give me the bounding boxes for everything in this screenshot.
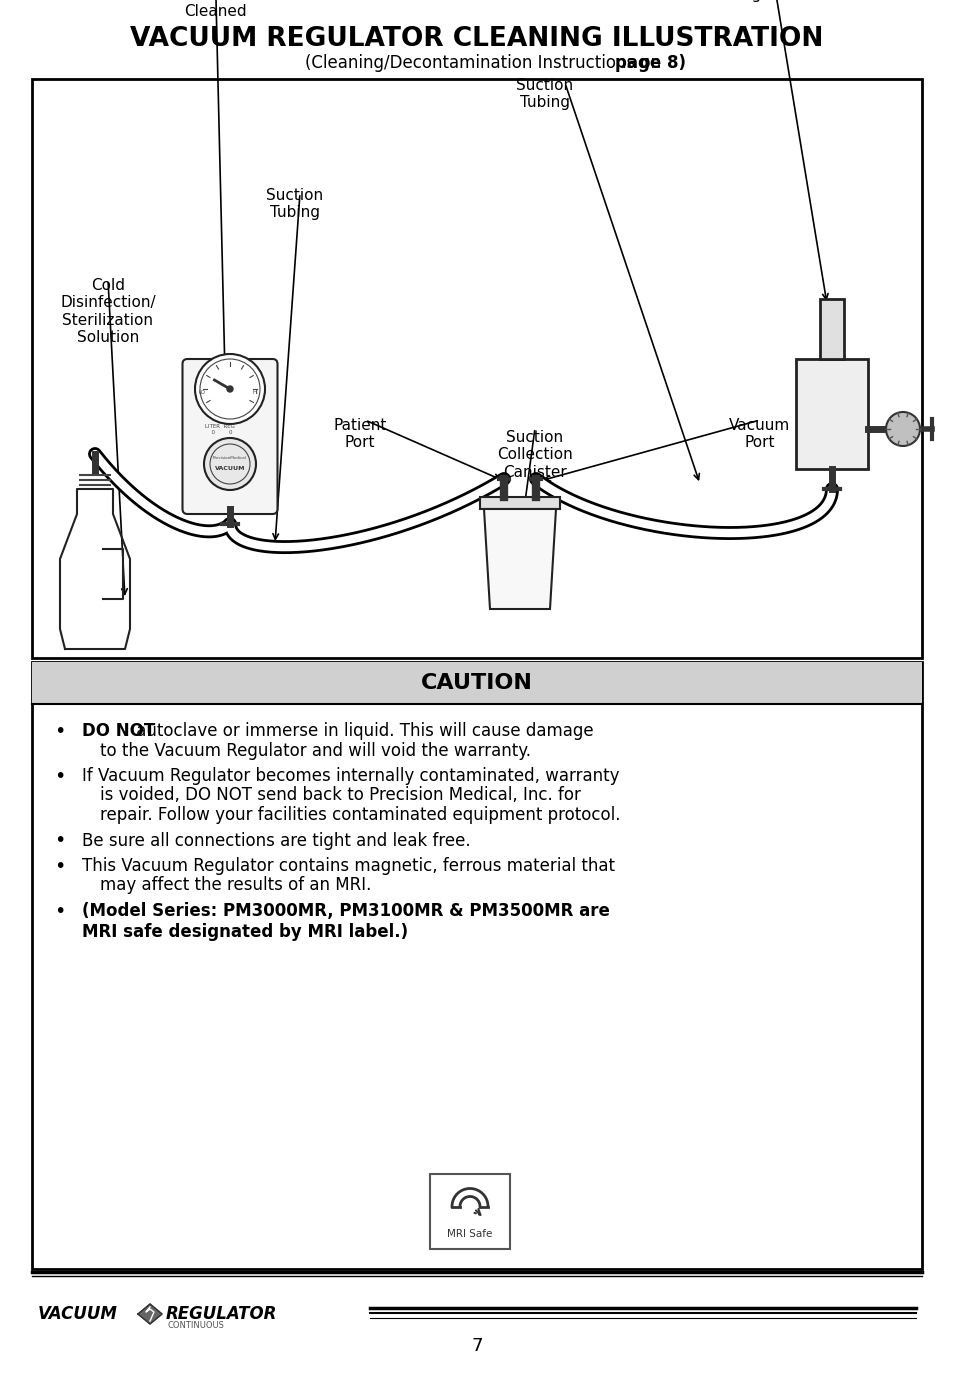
Text: VACUUM: VACUUM: [214, 465, 245, 471]
Circle shape: [227, 386, 233, 392]
Text: Suction
Tubing: Suction Tubing: [516, 78, 573, 111]
Text: Working
Vacuum
Regulator: Working Vacuum Regulator: [732, 0, 806, 1]
Circle shape: [885, 412, 919, 446]
Text: Be sure all connections are tight and leak free.: Be sure all connections are tight and le…: [82, 832, 470, 850]
Text: •: •: [54, 832, 66, 851]
Bar: [820, 299, 843, 358]
Text: •: •: [54, 767, 66, 786]
Polygon shape: [138, 1304, 162, 1324]
Text: PrecisionMedical: PrecisionMedical: [213, 455, 247, 459]
Text: 7: 7: [471, 1337, 482, 1355]
Text: This Vacuum Regulator contains magnetic, ferrous material that: This Vacuum Regulator contains magnetic,…: [82, 857, 615, 875]
Text: Vacuum
Regulator
To Be
Cleaned: Vacuum Regulator To Be Cleaned: [177, 0, 252, 19]
Text: REGULATOR: REGULATOR: [166, 1305, 277, 1323]
Bar: [32, 662, 921, 1269]
Text: Cold
Disinfection/
Sterilization
Solution: Cold Disinfection/ Sterilization Solutio…: [60, 278, 155, 345]
Text: may affect the results of an MRI.: may affect the results of an MRI.: [100, 876, 371, 894]
Bar: [32, 79, 921, 657]
Bar: [479, 497, 559, 509]
Text: is voided, DO NOT send back to Precision Medical, Inc. for: is voided, DO NOT send back to Precision…: [100, 786, 580, 804]
Text: •: •: [54, 857, 66, 876]
Text: VACUUM: VACUUM: [38, 1305, 118, 1323]
Text: HI: HI: [253, 390, 258, 394]
Text: •: •: [54, 722, 66, 740]
Text: CONTINUOUS: CONTINUOUS: [168, 1320, 225, 1330]
Bar: [430, 1174, 510, 1248]
Bar: [795, 358, 867, 469]
Text: to the Vacuum Regulator and will void the warranty.: to the Vacuum Regulator and will void th…: [100, 742, 531, 760]
Text: (Cleaning/Decontamination Instructions on: (Cleaning/Decontamination Instructions o…: [305, 54, 666, 72]
Text: LO: LO: [199, 390, 206, 394]
Text: Suction
Collection
Canister: Suction Collection Canister: [497, 430, 572, 480]
Text: Patient
Port: Patient Port: [333, 418, 386, 450]
Text: LITER  REG
  0        0: LITER REG 0 0: [205, 425, 234, 435]
Text: repair. Follow your facilities contaminated equipment protocol.: repair. Follow your facilities contamina…: [100, 805, 619, 823]
Circle shape: [194, 354, 265, 424]
Text: DO NOT: DO NOT: [82, 722, 155, 740]
Text: page 8): page 8): [615, 54, 685, 72]
Bar: [32, 662, 921, 704]
Polygon shape: [483, 509, 556, 609]
Text: Suction
Tubing: Suction Tubing: [266, 188, 323, 220]
Text: VACUUM REGULATOR CLEANING ILLUSTRATION: VACUUM REGULATOR CLEANING ILLUSTRATION: [131, 26, 822, 53]
Text: MRI Safe: MRI Safe: [447, 1229, 492, 1239]
Text: (Model Series: PM3000MR, PM3100MR & PM3500MR are
MRI safe designated by MRI labe: (Model Series: PM3000MR, PM3100MR & PM35…: [82, 902, 609, 941]
Text: If Vacuum Regulator becomes internally contaminated, warranty: If Vacuum Regulator becomes internally c…: [82, 767, 618, 785]
Text: (Cleaning/Decontamination Instructions on: (Cleaning/Decontamination Instructions o…: [296, 54, 657, 72]
FancyBboxPatch shape: [182, 358, 277, 513]
Text: Vacuum
Port: Vacuum Port: [729, 418, 790, 450]
Text: autoclave or immerse in liquid. This will cause damage: autoclave or immerse in liquid. This wil…: [132, 722, 593, 740]
Text: •: •: [54, 902, 66, 920]
Text: CAUTION: CAUTION: [420, 673, 533, 693]
Circle shape: [204, 437, 255, 490]
